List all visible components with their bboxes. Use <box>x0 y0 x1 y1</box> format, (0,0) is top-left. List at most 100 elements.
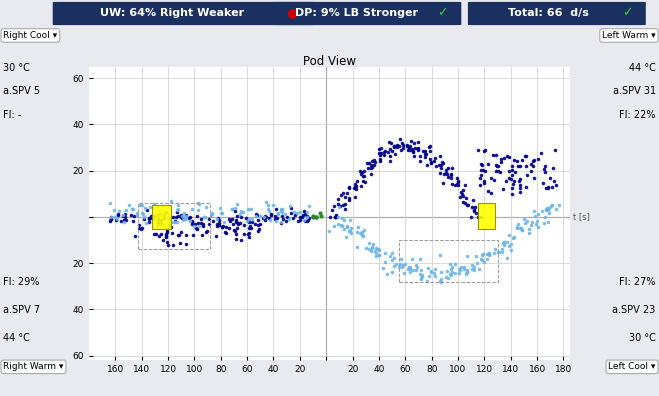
Point <box>402 143 413 149</box>
Point <box>263 206 273 212</box>
Point <box>135 202 146 208</box>
Text: ✓: ✓ <box>623 6 633 19</box>
Point <box>513 221 523 227</box>
Point <box>299 218 310 225</box>
Point <box>503 232 514 238</box>
Point <box>147 215 158 221</box>
Point <box>436 276 447 283</box>
Point <box>504 168 515 174</box>
Point <box>221 229 231 236</box>
Point <box>462 253 473 260</box>
Point <box>496 156 506 162</box>
Point <box>373 150 384 156</box>
Point <box>200 213 210 220</box>
Point <box>425 143 436 149</box>
Point <box>224 225 235 231</box>
Point <box>104 218 115 224</box>
Point <box>191 225 202 231</box>
Point <box>333 196 343 202</box>
Point <box>445 270 455 277</box>
Point <box>308 213 318 219</box>
Point <box>161 229 172 235</box>
Point <box>272 215 283 221</box>
Point <box>293 217 303 224</box>
Point <box>310 214 321 220</box>
Point <box>499 155 509 161</box>
Point <box>175 211 186 218</box>
Point <box>198 214 209 221</box>
Point <box>303 202 314 209</box>
Point <box>515 181 526 188</box>
Point <box>215 204 225 211</box>
Point <box>411 267 421 273</box>
Point <box>436 159 447 165</box>
Point <box>250 221 260 227</box>
Point <box>129 213 140 219</box>
Point <box>374 252 385 258</box>
Point <box>493 249 503 255</box>
Point <box>308 214 319 221</box>
Point <box>453 266 464 272</box>
Point <box>266 212 276 219</box>
Point <box>360 179 370 185</box>
Point <box>349 184 360 190</box>
Point <box>233 219 243 226</box>
Point <box>371 245 382 251</box>
Point <box>537 208 548 215</box>
Point <box>358 227 369 233</box>
Point <box>389 151 400 158</box>
Point <box>423 265 434 271</box>
Point <box>526 168 536 174</box>
Point <box>302 218 312 224</box>
Point <box>420 151 431 157</box>
Point <box>463 202 473 208</box>
Point <box>212 215 222 222</box>
Text: Right Warm ▾: Right Warm ▾ <box>3 362 64 371</box>
Point <box>459 264 470 270</box>
Point <box>544 175 555 181</box>
Text: t [s]: t [s] <box>573 212 590 221</box>
Point <box>413 139 424 145</box>
Point <box>181 213 191 219</box>
Point <box>161 215 172 221</box>
Point <box>548 177 559 184</box>
Point <box>511 224 522 230</box>
Point <box>138 213 149 220</box>
Point <box>415 270 425 277</box>
Point <box>358 173 369 179</box>
Point <box>276 213 287 219</box>
Point <box>295 214 306 221</box>
Point <box>439 171 449 178</box>
Point <box>285 203 296 209</box>
Point <box>288 215 299 221</box>
Point <box>152 223 162 229</box>
Point <box>116 218 127 225</box>
Point <box>397 264 408 270</box>
Point <box>105 200 116 206</box>
Point <box>386 257 397 263</box>
Point <box>229 227 240 233</box>
Point <box>498 186 509 192</box>
Point <box>426 268 437 274</box>
Point <box>416 267 426 273</box>
Point <box>351 186 361 192</box>
Point <box>175 240 185 246</box>
Point <box>384 139 394 146</box>
Point <box>436 268 446 275</box>
Point <box>506 191 517 197</box>
Point <box>527 158 538 164</box>
Point <box>246 219 257 225</box>
Point <box>447 263 457 270</box>
Point <box>273 209 283 216</box>
Point <box>268 202 279 209</box>
Point <box>508 234 519 240</box>
Point <box>443 174 453 181</box>
Point <box>442 165 453 171</box>
Point <box>146 213 156 220</box>
Point <box>415 256 425 262</box>
Point <box>341 223 352 229</box>
Point <box>494 169 505 175</box>
Point <box>408 148 418 154</box>
Point <box>403 263 414 270</box>
Point <box>457 187 468 193</box>
